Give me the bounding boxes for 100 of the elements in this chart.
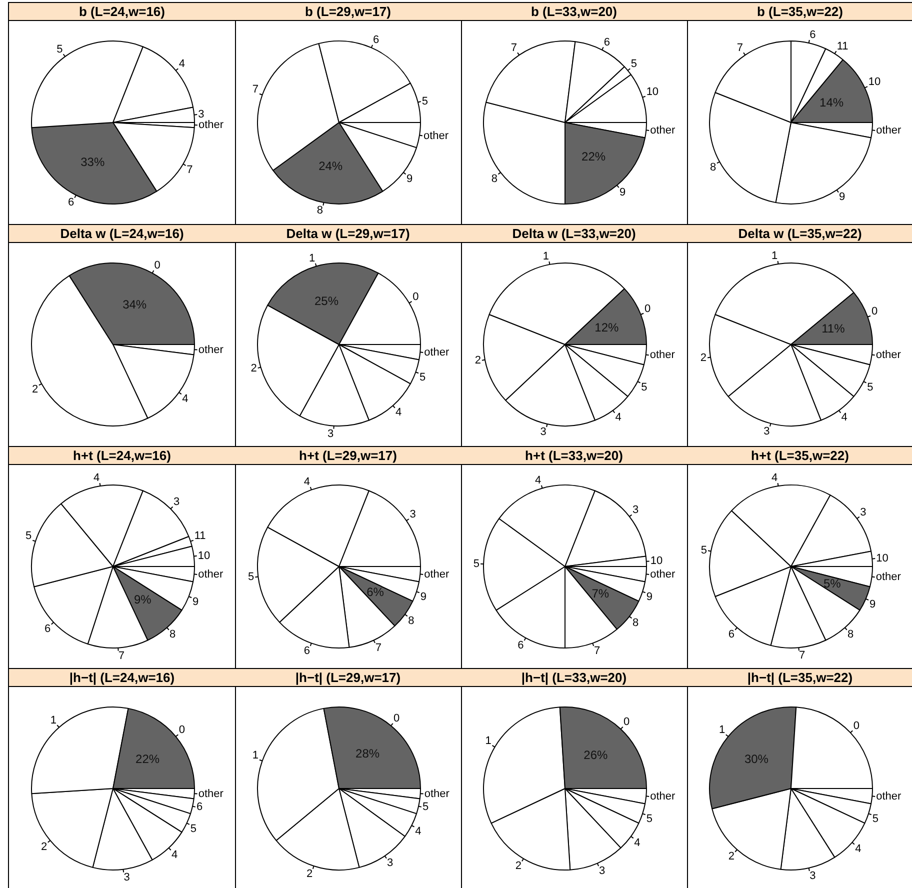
chart-title: b (L=29,w=17) — [235, 3, 461, 21]
slice-label: 10 — [876, 552, 888, 564]
slice-label: 10 — [650, 555, 663, 568]
slice-label: 8 — [848, 628, 854, 641]
slice-label: other — [650, 790, 676, 803]
slice-label: other — [424, 788, 450, 800]
data-label: 28% — [356, 746, 380, 760]
slice-label: 2 — [515, 860, 522, 872]
slice-label: 4 — [855, 843, 862, 856]
slice-label: 0 — [871, 306, 878, 318]
slice-label: 6 — [604, 36, 610, 48]
slice-label: 9 — [406, 172, 413, 185]
chart-title: |h−t| (L=24,w=16) — [9, 669, 235, 687]
slice-label: 1 — [718, 724, 726, 736]
slice-label: 3 — [540, 426, 546, 438]
slice-label: 7 — [118, 650, 124, 662]
slice-label: 2 — [474, 354, 482, 367]
data-label: 25% — [314, 294, 339, 308]
slice-label: 2 — [728, 850, 734, 863]
slice-label: 4 — [172, 848, 178, 861]
slice-label: 11 — [836, 40, 848, 52]
slice-label: other — [650, 124, 676, 137]
slice-label: other — [198, 568, 224, 581]
data-label: 5% — [823, 576, 842, 591]
slice-label: 4 — [535, 474, 542, 486]
slice-label: 10 — [198, 550, 210, 562]
slice-label: 5 — [646, 812, 652, 825]
data-label: 22% — [582, 149, 606, 164]
slice-label: 4 — [841, 412, 848, 424]
slice-label: other — [876, 790, 902, 803]
slice-label: 2 — [32, 384, 38, 396]
slice-label: 0 — [394, 712, 400, 725]
slice-label: 3 — [328, 428, 334, 440]
slice-label: 5 — [641, 381, 648, 394]
slice-label: other — [876, 124, 902, 137]
slice-label: 9 — [839, 191, 846, 204]
slice-label: 2 — [700, 352, 707, 364]
slice-label: other — [423, 130, 449, 142]
slice-label: 0 — [154, 260, 160, 272]
slice-label: 7 — [799, 650, 806, 662]
slice-label: 5 — [419, 371, 426, 384]
slice-label: 5 — [473, 558, 480, 570]
slice-label: 4 — [178, 58, 186, 70]
slice-label: 5 — [422, 95, 428, 108]
slice-label: 6 — [44, 623, 51, 636]
slice-label: 3 — [810, 870, 816, 882]
slice-label: 2 — [40, 841, 48, 854]
slice-label: 3 — [410, 508, 416, 520]
slice-label: 1 — [309, 252, 316, 264]
slice-label: 9 — [620, 186, 626, 198]
slice-label: 3 — [860, 506, 866, 518]
data-label: 30% — [744, 752, 769, 766]
slice-label: 4 — [415, 825, 422, 838]
chart-title: h+t (L=35,w=22) — [687, 447, 912, 465]
slice-label: 4 — [182, 392, 188, 405]
slice-label: 8 — [491, 172, 498, 185]
slice-label: 4 — [772, 472, 778, 484]
slice-label: 3 — [387, 857, 394, 870]
slice-label: 2 — [306, 868, 313, 880]
slice-label: 7 — [186, 164, 193, 176]
chart-title: h+t (L=24,w=16) — [9, 447, 235, 465]
slice-label: 0 — [644, 303, 651, 316]
data-label: 14% — [820, 96, 844, 110]
chart-title: b (L=24,w=16) — [9, 3, 235, 21]
slice-label: 1 — [542, 250, 549, 263]
slice-label: 0 — [178, 724, 186, 736]
chart-title: h+t (L=33,w=20) — [461, 447, 687, 465]
slice-label: 7 — [510, 42, 517, 54]
slice-label: 1 — [50, 714, 56, 726]
slice-label: 3 — [632, 504, 639, 516]
slice-label: 5 — [700, 544, 708, 557]
slice-label: 11 — [194, 530, 206, 542]
slice-label: 1 — [772, 250, 778, 262]
chart-title: b (L=35,w=22) — [687, 3, 912, 21]
chart-title: Delta w (L=35,w=22) — [687, 225, 912, 243]
data-label: 7% — [592, 586, 610, 600]
data-label: 12% — [594, 320, 620, 334]
slice-label: other — [424, 568, 450, 581]
slice-label: 6 — [196, 801, 203, 814]
slice-label: 3 — [124, 871, 130, 884]
slice-label: 2 — [250, 362, 257, 374]
slice-label: 1 — [485, 735, 492, 748]
chart-title: Delta w (L=29,w=17) — [235, 225, 461, 243]
data-label: 11% — [822, 322, 846, 336]
data-label: 6% — [366, 585, 384, 600]
slice-label: 6 — [68, 196, 74, 209]
chart-title: |h−t| (L=33,w=20) — [461, 669, 687, 687]
slice-label: 6 — [728, 628, 734, 641]
slice-label: 7 — [594, 644, 600, 657]
slice-label: 5 — [872, 812, 878, 825]
slice-label: 7 — [375, 642, 382, 654]
data-label: 9% — [134, 592, 152, 606]
slice-label: 6 — [810, 29, 816, 42]
slice-label: 5 — [56, 43, 63, 56]
slice-label: 7 — [736, 42, 743, 54]
slice-label: 8 — [170, 628, 176, 641]
slice-label: 8 — [316, 204, 323, 217]
slice-label: 3 — [764, 425, 770, 438]
data-label: 24% — [318, 158, 343, 173]
slice-label: 10 — [646, 86, 659, 98]
